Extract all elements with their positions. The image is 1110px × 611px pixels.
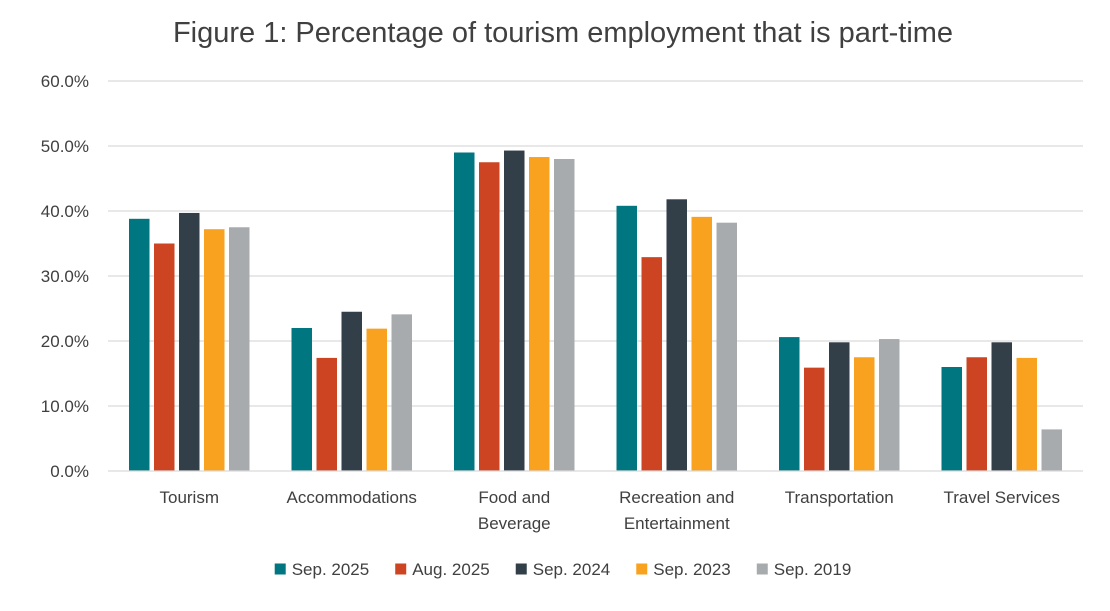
legend-label: Aug. 2025: [412, 560, 490, 579]
y-tick-label: 30.0%: [41, 267, 89, 286]
bar: [1016, 357, 1037, 471]
bars: [129, 150, 1062, 472]
bar: [454, 152, 475, 471]
bar: [991, 342, 1012, 471]
bar: [554, 159, 575, 471]
gridlines: [108, 80, 1083, 407]
bar: [154, 243, 175, 471]
bar: [616, 205, 637, 472]
legend-label: Sep. 2019: [774, 560, 852, 579]
legend-swatch: [395, 563, 407, 575]
bar: [691, 216, 712, 471]
x-category-label: Travel Services: [943, 488, 1060, 507]
bar: [391, 314, 412, 471]
x-category-label: Entertainment: [624, 514, 730, 533]
legend-label: Sep. 2025: [292, 560, 370, 579]
bar: [641, 257, 662, 471]
x-category-label: Tourism: [159, 488, 219, 507]
y-tick-label: 0.0%: [50, 462, 89, 481]
legend-swatch: [756, 563, 768, 575]
x-axis-category-labels: Tourism Accommodations Food and Beverage Rec…: [159, 488, 1060, 533]
bar: [716, 222, 737, 471]
y-tick-label: 60.0%: [41, 72, 89, 91]
bar: [229, 227, 250, 471]
bar: [291, 328, 312, 471]
bar: [779, 337, 800, 471]
bar: [316, 357, 337, 471]
bar: [504, 150, 525, 472]
y-tick-label: 10.0%: [41, 397, 89, 416]
x-category-label: Recreation and: [619, 488, 734, 507]
y-tick-label: 50.0%: [41, 137, 89, 156]
x-category-label: Accommodations: [287, 488, 417, 507]
bar: [529, 157, 550, 472]
bar: [204, 229, 225, 471]
legend-label: Sep. 2024: [533, 560, 611, 579]
bar: [854, 357, 875, 471]
chart-title: Figure 1: Percentage of tourism employme…: [173, 17, 953, 49]
bar: [966, 357, 987, 471]
bar: [829, 342, 850, 471]
y-tick-label: 40.0%: [41, 202, 89, 221]
legend-swatch: [515, 563, 527, 575]
x-category-label: Food and: [478, 488, 550, 507]
bar: [366, 328, 387, 471]
x-category-label: Transportation: [785, 488, 894, 507]
y-tick-label: 20.0%: [41, 332, 89, 351]
bar: [129, 218, 150, 471]
y-axis-ticks: 0.0% 10.0% 20.0% 30.0% 40.0% 50.0% 60.0%: [41, 72, 89, 481]
bar: [479, 162, 500, 471]
x-category-label: Beverage: [478, 514, 551, 533]
bar: [879, 339, 900, 471]
legend-label: Sep. 2023: [653, 560, 731, 579]
bar: [941, 367, 962, 471]
bar: [179, 212, 200, 471]
legend-swatch: [274, 563, 286, 575]
legend-swatch: [636, 563, 648, 575]
legend: Sep. 2025 Aug. 2025 Sep. 2024 Sep. 2023 Sep.…: [274, 560, 852, 579]
bar: [666, 199, 687, 472]
bar: [341, 311, 362, 471]
bar: [804, 367, 825, 471]
bar: [1041, 429, 1062, 471]
